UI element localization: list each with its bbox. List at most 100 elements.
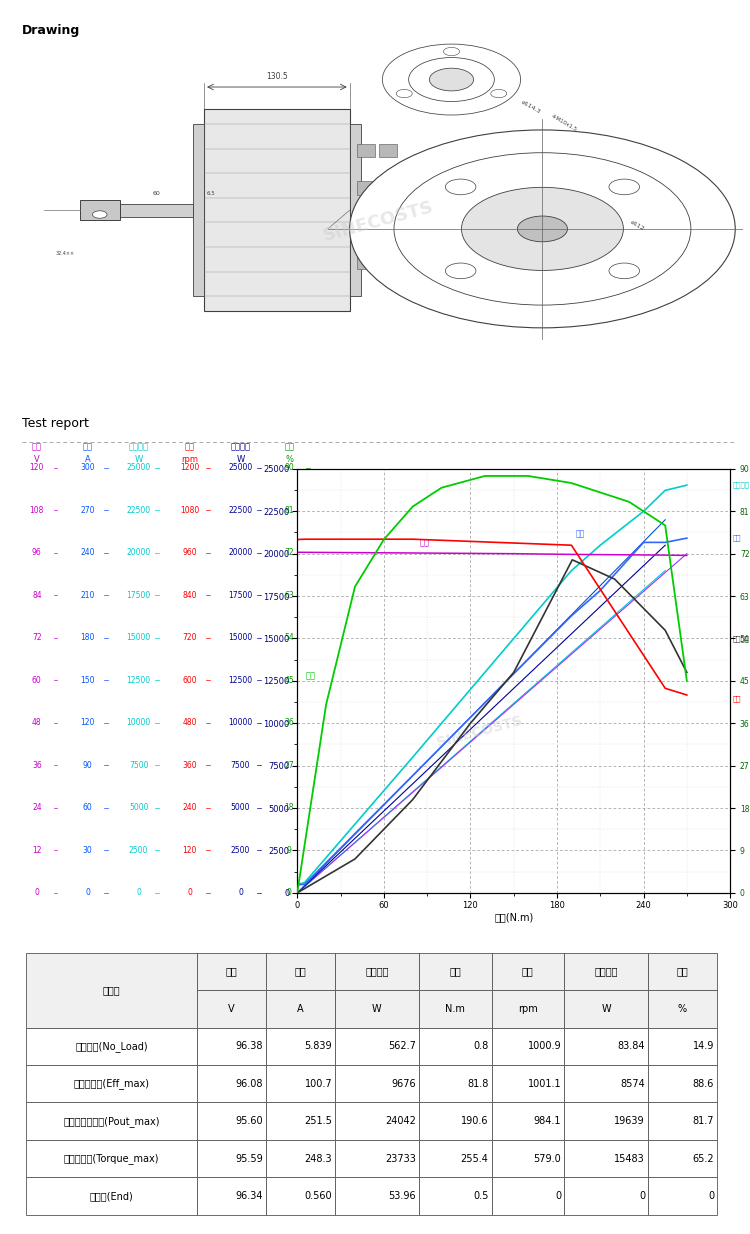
Text: A: A bbox=[85, 455, 91, 464]
Bar bbox=[350, 125, 361, 296]
Bar bbox=[266, 1140, 335, 1177]
Text: 10000: 10000 bbox=[229, 718, 253, 727]
Bar bbox=[491, 1177, 564, 1214]
Circle shape bbox=[609, 179, 640, 195]
Text: V: V bbox=[34, 455, 40, 464]
Text: 5.839: 5.839 bbox=[304, 1041, 332, 1051]
Text: 17500: 17500 bbox=[127, 591, 151, 600]
Text: %: % bbox=[678, 1003, 687, 1014]
Text: 0: 0 bbox=[238, 888, 243, 897]
Bar bbox=[648, 953, 717, 990]
Text: Drawing: Drawing bbox=[22, 23, 80, 37]
Bar bbox=[26, 1140, 196, 1177]
Text: 960: 960 bbox=[182, 548, 197, 558]
Text: 电流: 电流 bbox=[82, 443, 93, 452]
Text: 25000: 25000 bbox=[229, 463, 253, 473]
Text: 60: 60 bbox=[32, 676, 42, 685]
Text: 0: 0 bbox=[555, 1191, 561, 1201]
Bar bbox=[564, 953, 648, 990]
Text: 0: 0 bbox=[639, 1191, 645, 1201]
Text: 20000: 20000 bbox=[127, 548, 151, 558]
Bar bbox=[357, 144, 375, 157]
Circle shape bbox=[518, 216, 568, 242]
Text: 100.7: 100.7 bbox=[304, 1079, 332, 1088]
Text: 电流: 电流 bbox=[295, 966, 307, 976]
Bar bbox=[120, 204, 193, 217]
Bar bbox=[266, 990, 335, 1028]
Text: 95.59: 95.59 bbox=[236, 1154, 263, 1164]
Text: 120: 120 bbox=[80, 718, 95, 727]
Bar bbox=[196, 990, 266, 1028]
Bar bbox=[491, 953, 564, 990]
Text: 270: 270 bbox=[80, 506, 95, 515]
Text: 81.7: 81.7 bbox=[693, 1116, 714, 1127]
Text: 83.84: 83.84 bbox=[617, 1041, 645, 1051]
Text: 最高效率点(Eff_max): 最高效率点(Eff_max) bbox=[74, 1079, 149, 1090]
Text: Test report: Test report bbox=[22, 417, 89, 429]
Text: 300: 300 bbox=[80, 463, 95, 473]
Bar bbox=[196, 1177, 266, 1214]
Bar bbox=[204, 110, 350, 311]
Text: 转速: 转速 bbox=[184, 443, 194, 452]
Text: 最大转矩点(Torque_max): 最大转矩点(Torque_max) bbox=[64, 1153, 159, 1164]
Text: 0.8: 0.8 bbox=[473, 1041, 488, 1051]
Bar bbox=[196, 1102, 266, 1140]
Text: 6.5: 6.5 bbox=[207, 191, 216, 196]
Bar bbox=[335, 1140, 418, 1177]
Bar bbox=[564, 1177, 648, 1214]
Text: ø112: ø112 bbox=[630, 220, 646, 232]
Bar bbox=[419, 990, 491, 1028]
Text: 最大输出功率点(Pout_max): 最大输出功率点(Pout_max) bbox=[63, 1116, 160, 1127]
Text: 53.96: 53.96 bbox=[388, 1191, 416, 1201]
Text: 12500: 12500 bbox=[127, 676, 151, 685]
Text: 电压: 电压 bbox=[32, 443, 42, 452]
Text: 360: 360 bbox=[182, 761, 197, 770]
Text: 12500: 12500 bbox=[229, 676, 253, 685]
Circle shape bbox=[396, 89, 412, 97]
Bar bbox=[196, 953, 266, 990]
Text: V: V bbox=[228, 1003, 235, 1014]
Bar bbox=[357, 218, 375, 232]
Text: 96: 96 bbox=[32, 548, 42, 558]
Bar bbox=[491, 1028, 564, 1065]
Text: 81: 81 bbox=[284, 506, 294, 515]
Text: 14.9: 14.9 bbox=[693, 1041, 714, 1051]
Bar bbox=[80, 200, 120, 221]
Text: 90: 90 bbox=[82, 761, 93, 770]
Text: 转矩: 转矩 bbox=[449, 966, 461, 976]
Circle shape bbox=[443, 47, 460, 56]
Bar bbox=[196, 1140, 266, 1177]
Text: rpm: rpm bbox=[518, 1003, 538, 1014]
Text: 120: 120 bbox=[182, 845, 196, 855]
Text: 60: 60 bbox=[152, 191, 160, 196]
Bar bbox=[564, 1065, 648, 1102]
Text: 96.38: 96.38 bbox=[236, 1041, 263, 1051]
Bar bbox=[564, 1028, 648, 1065]
Text: 10000: 10000 bbox=[127, 718, 151, 727]
Circle shape bbox=[446, 179, 476, 195]
Text: 23733: 23733 bbox=[385, 1154, 416, 1164]
Text: 579.0: 579.0 bbox=[533, 1154, 561, 1164]
Bar bbox=[335, 1028, 418, 1065]
Text: 4-M10x1.5: 4-M10x1.5 bbox=[550, 114, 578, 133]
Text: rpm: rpm bbox=[181, 455, 198, 464]
Text: 88.6: 88.6 bbox=[693, 1079, 714, 1088]
Bar bbox=[335, 1177, 418, 1214]
Text: 0: 0 bbox=[136, 888, 141, 897]
Bar bbox=[491, 1102, 564, 1140]
Text: 1200: 1200 bbox=[180, 463, 200, 473]
Bar bbox=[491, 1065, 564, 1102]
Bar bbox=[379, 181, 397, 195]
Bar bbox=[564, 1140, 648, 1177]
Text: 0.5: 0.5 bbox=[473, 1191, 488, 1201]
Text: 电压: 电压 bbox=[226, 966, 237, 976]
Bar bbox=[335, 990, 418, 1028]
Circle shape bbox=[609, 263, 640, 279]
Text: 120: 120 bbox=[30, 463, 44, 473]
Text: 18: 18 bbox=[284, 803, 294, 812]
Bar bbox=[26, 1065, 196, 1102]
Bar bbox=[491, 990, 564, 1028]
Text: 5000: 5000 bbox=[231, 803, 251, 812]
Bar bbox=[648, 1177, 717, 1214]
Text: 180: 180 bbox=[80, 633, 95, 643]
